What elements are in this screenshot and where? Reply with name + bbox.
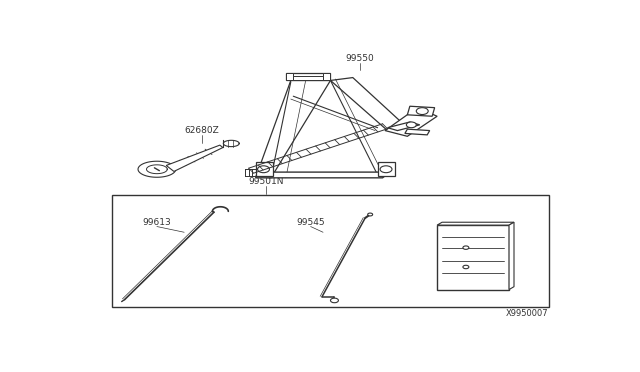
Polygon shape [256,80,330,178]
Polygon shape [330,78,408,131]
Text: 99501N: 99501N [248,177,284,186]
Circle shape [463,265,469,269]
Circle shape [367,213,372,216]
Circle shape [257,166,269,173]
Polygon shape [256,162,273,176]
Polygon shape [286,73,293,80]
Polygon shape [437,225,509,289]
Bar [112,195,548,307]
Polygon shape [256,172,390,178]
Circle shape [416,108,428,115]
Text: 99596: 99596 [450,243,479,252]
Text: 99545: 99545 [296,218,325,227]
Text: X9950007: X9950007 [506,309,548,318]
Circle shape [463,246,469,249]
Polygon shape [378,162,395,176]
Polygon shape [323,73,330,80]
Polygon shape [256,171,259,178]
Polygon shape [405,129,429,135]
Circle shape [380,166,392,173]
Text: 99613: 99613 [143,218,172,227]
Polygon shape [293,76,323,80]
Polygon shape [408,106,435,116]
Circle shape [330,298,339,303]
Polygon shape [509,222,514,289]
Text: 62680Z: 62680Z [184,126,219,135]
Circle shape [406,122,416,128]
Polygon shape [286,73,330,80]
Text: 99550: 99550 [346,54,374,63]
Polygon shape [437,222,514,225]
Polygon shape [388,122,420,131]
Polygon shape [166,145,223,171]
Polygon shape [385,108,437,136]
